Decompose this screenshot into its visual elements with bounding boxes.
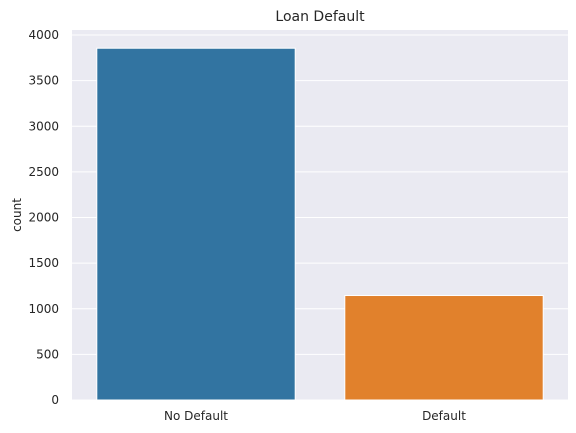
y-axis-label: count bbox=[10, 198, 24, 232]
x-tick-label: No Default bbox=[164, 409, 228, 423]
bar-default bbox=[344, 295, 544, 401]
y-tick-label: 3000 bbox=[28, 119, 59, 133]
x-tick-label: Default bbox=[422, 409, 466, 423]
y-tick-label: 0 bbox=[51, 393, 59, 407]
bars bbox=[96, 47, 544, 401]
y-tick-label: 3500 bbox=[28, 74, 59, 88]
y-tick-label: 500 bbox=[36, 347, 59, 361]
bar-no-default bbox=[96, 47, 296, 401]
y-tick-label: 2500 bbox=[28, 165, 59, 179]
y-tick-label: 1500 bbox=[28, 256, 59, 270]
y-tick-label: 2000 bbox=[28, 211, 59, 225]
x-tick-labels: No Default Default bbox=[164, 409, 466, 423]
y-tick-labels: 0 500 1000 1500 2000 2500 3000 3500 4000 bbox=[28, 28, 59, 407]
chart-title: Loan Default bbox=[275, 9, 365, 25]
y-tick-label: 1000 bbox=[28, 302, 59, 316]
y-tick-label: 4000 bbox=[28, 28, 59, 42]
